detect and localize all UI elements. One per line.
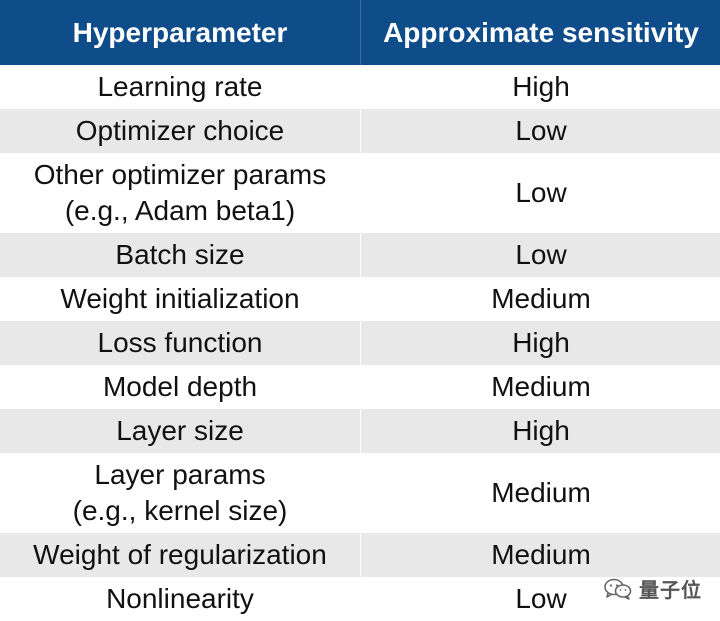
hyperparameter-cell: Optimizer choice [0, 109, 361, 153]
hyperparameter-cell: Weight of regularization [0, 533, 361, 577]
hyperparameter-text: Other optimizer params [0, 157, 360, 193]
hyperparameter-text: Layer size [0, 413, 360, 449]
hyperparameter-text: (e.g., kernel size) [0, 493, 360, 529]
hyperparameter-text: Learning rate [0, 69, 360, 105]
wechat-icon [603, 577, 633, 601]
sensitivity-cell: Low [361, 153, 720, 233]
header-approximate-sensitivity: Approximate sensitivity [361, 0, 720, 65]
hyperparameter-text: Batch size [0, 237, 360, 273]
header-hyperparameter: Hyperparameter [0, 0, 361, 65]
table-row: Layer params(e.g., kernel size)Medium [0, 453, 720, 533]
sensitivity-cell: Medium [361, 277, 720, 321]
hyperparameter-cell: Loss function [0, 321, 361, 365]
table-header: Hyperparameter Approximate sensitivity [0, 0, 720, 65]
hyperparameter-cell: Learning rate [0, 65, 361, 109]
watermark: 量子位 [603, 574, 702, 603]
sensitivity-cell: Low [361, 233, 720, 277]
sensitivity-cell: High [361, 65, 720, 109]
sensitivity-cell: High [361, 321, 720, 365]
sensitivity-cell: High [361, 409, 720, 453]
hyperparameter-cell: Model depth [0, 365, 361, 409]
hyperparameter-text: Optimizer choice [0, 113, 360, 149]
hyperparameter-text: (e.g., Adam beta1) [0, 193, 360, 229]
hyperparameter-cell: Nonlinearity [0, 577, 361, 621]
header-row: Hyperparameter Approximate sensitivity [0, 0, 720, 65]
hyperparameter-cell: Layer params(e.g., kernel size) [0, 453, 361, 533]
hyperparameter-text: Nonlinearity [0, 581, 360, 617]
hyperparameter-cell: Weight initialization [0, 277, 361, 321]
table-row: Other optimizer params(e.g., Adam beta1)… [0, 153, 720, 233]
watermark-text: 量子位 [639, 574, 702, 603]
hyperparameter-text: Layer params [0, 457, 360, 493]
hyperparameter-cell: Layer size [0, 409, 361, 453]
sensitivity-cell: Medium [361, 453, 720, 533]
sensitivity-cell: Medium [361, 533, 720, 577]
sensitivity-cell: Medium [361, 365, 720, 409]
sensitivity-cell: Low [361, 109, 720, 153]
hyperparameter-text: Loss function [0, 325, 360, 361]
hyperparameter-text: Weight initialization [0, 281, 360, 317]
hyperparameter-cell: Other optimizer params(e.g., Adam beta1) [0, 153, 361, 233]
hyperparameter-cell: Batch size [0, 233, 361, 277]
hyperparameter-text: Weight of regularization [0, 537, 360, 573]
hyperparameter-text: Model depth [0, 369, 360, 405]
